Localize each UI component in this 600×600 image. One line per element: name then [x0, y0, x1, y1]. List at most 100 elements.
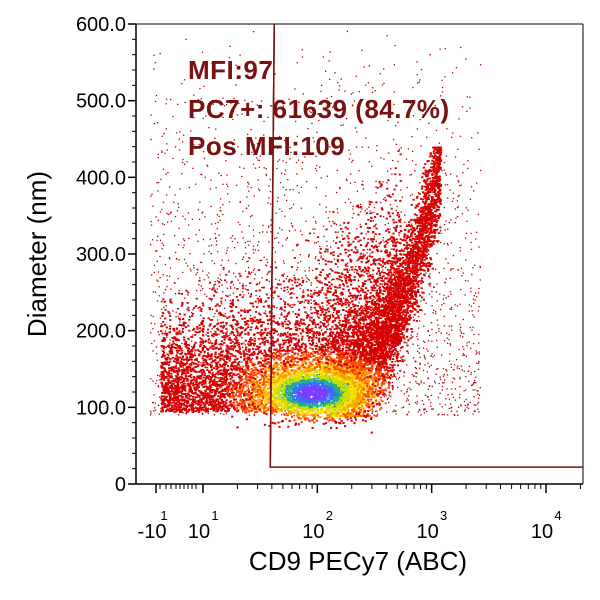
event-dot: [225, 405, 229, 408]
event-dot: [433, 309, 435, 311]
event-dot: [294, 323, 297, 326]
event-dot: [338, 411, 341, 414]
event-dot: [328, 317, 332, 319]
event-dot: [369, 280, 372, 282]
event-dot: [394, 309, 397, 312]
event-dot: [298, 285, 300, 287]
event-dot: [213, 333, 216, 335]
event-dot: [443, 294, 445, 296]
event-dot: [307, 365, 310, 368]
event-dot: [192, 167, 194, 169]
event-dot: [202, 117, 204, 119]
event-dot: [378, 180, 381, 183]
event-dot: [254, 273, 256, 276]
event-dot: [286, 385, 288, 387]
event-dot: [182, 393, 185, 395]
event-dot: [200, 98, 202, 100]
event-dot: [308, 279, 310, 281]
event-dot: [403, 372, 406, 374]
event-dot: [282, 160, 284, 162]
event-dot: [281, 172, 283, 174]
event-dot: [263, 167, 265, 169]
event-dot: [199, 87, 201, 90]
event-dot: [313, 321, 316, 324]
event-dot: [217, 408, 220, 410]
event-dot: [298, 283, 301, 285]
event-dot: [279, 308, 281, 310]
event-dot: [415, 380, 417, 383]
event-dot: [289, 158, 291, 160]
event-dot: [423, 347, 425, 349]
event-dot: [258, 166, 260, 168]
event-dot: [215, 339, 218, 341]
event-dot: [285, 316, 287, 318]
event-dot: [238, 102, 240, 104]
event-dot: [368, 271, 370, 273]
event-dot: [336, 169, 338, 172]
event-dot: [247, 260, 249, 262]
event-dot: [228, 348, 231, 351]
event-dot: [232, 372, 234, 375]
event-dot: [365, 137, 367, 139]
event-dot: [234, 151, 236, 153]
event-dot: [464, 408, 466, 411]
event-dot: [313, 370, 316, 373]
event-dot: [418, 316, 420, 318]
event-dot: [186, 344, 190, 346]
event-dot: [242, 283, 244, 285]
event-dot: [294, 326, 297, 329]
event-dot: [184, 297, 186, 299]
event-dot: [443, 373, 445, 376]
event-dot: [303, 296, 305, 298]
event-dot: [478, 411, 480, 413]
event-dot: [360, 310, 363, 312]
event-dot: [435, 312, 437, 315]
event-dot: [447, 342, 449, 345]
event-dot: [229, 300, 231, 302]
event-dot: [470, 373, 472, 376]
event-dot: [260, 333, 263, 336]
event-dot: [203, 352, 206, 354]
event-dot: [471, 329, 473, 331]
event-dot: [365, 367, 367, 369]
event-dot: [234, 287, 236, 289]
event-dot: [244, 270, 247, 272]
event-dot: [378, 257, 381, 260]
event-dot: [170, 404, 173, 407]
event-dot: [341, 234, 343, 237]
event-dot: [277, 334, 279, 336]
event-dot: [448, 338, 450, 341]
event-dot: [171, 302, 173, 304]
event-dot: [328, 314, 331, 317]
event-dot: [161, 339, 163, 341]
event-dot: [314, 277, 316, 279]
event-dot: [305, 220, 307, 222]
event-dot: [288, 98, 290, 100]
event-dot: [154, 323, 156, 325]
event-dot: [439, 392, 441, 394]
event-dot: [421, 309, 423, 311]
event-dot: [203, 279, 206, 281]
event-dot: [355, 75, 357, 77]
event-dot: [278, 279, 281, 281]
event-dot: [208, 306, 211, 309]
event-dot: [303, 323, 306, 326]
event-dot: [213, 285, 215, 287]
event-dot: [320, 343, 322, 345]
event-dot: [449, 277, 451, 279]
event-dot: [291, 304, 293, 306]
event-dot: [181, 173, 183, 175]
event-dot: [450, 363, 452, 365]
event-dot: [436, 283, 438, 285]
event-dot: [391, 366, 394, 369]
event-dot: [247, 324, 250, 326]
event-dot: [387, 211, 390, 214]
event-dot: [183, 313, 186, 316]
event-dot: [166, 143, 168, 145]
event-dot: [370, 288, 373, 291]
event-dot: [387, 397, 389, 399]
event-dot: [457, 269, 459, 271]
event-dot: [315, 342, 318, 344]
event-dot: [452, 369, 455, 371]
event-dot: [349, 313, 352, 315]
